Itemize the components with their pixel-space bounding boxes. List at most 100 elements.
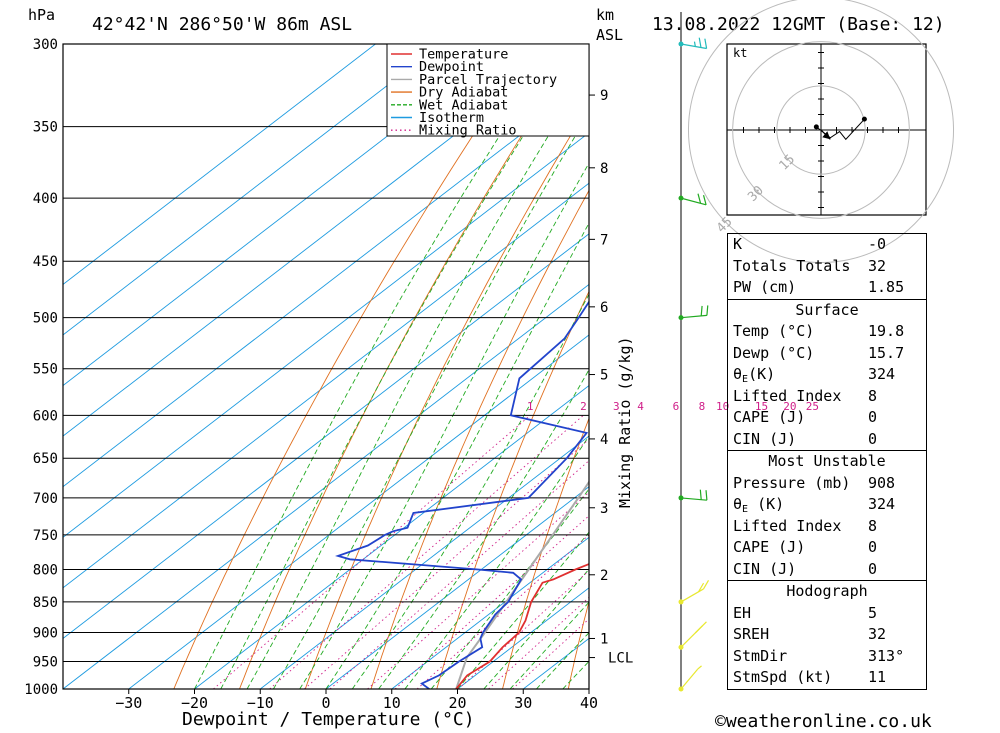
pressure-tick-label: 350 [33,120,58,136]
mixing-ratio-line [416,534,589,689]
asl-unit-label: ASL [596,26,623,44]
mu-cin-row: CIN (J) 0 [728,559,926,581]
wind-barb-staff [680,197,707,206]
indices-table: K -0 Totals Totals 32 PW (cm) 1.85 [727,233,927,300]
mu-cin-value: 0 [868,559,878,578]
surface-dewp-label: Dewp (°C) [733,343,815,362]
eh-value: 5 [868,603,878,622]
wet-adiabat-line [509,601,589,689]
mu-li-label: Lifted Index [733,516,842,535]
surface-temp-value: 19.8 [868,322,905,340]
isotherm-line [63,182,589,589]
mixing-ratio-label: 8 [699,400,706,413]
surface-dewp-row: Dewp (°C) 15.7 [728,343,926,365]
hpa-unit-label: hPa [28,6,55,24]
isotherm-line [63,44,574,437]
mixing-ratio-line [488,596,589,689]
sreh-value: 32 [868,625,887,643]
mixing-ratio-line [394,515,589,689]
isotherm-line [391,536,589,689]
pressure-tick-label: 500 [33,311,58,327]
wet-adiabat-line [457,531,589,689]
dry-adiabat-line [436,290,589,689]
wind-barb-feather [698,37,702,48]
isotherm-line [259,435,589,689]
mixing-ratio-labels: 1 2 3 4 6 8 10 15 20 25 [527,400,819,413]
dry-adiabat-line [502,417,589,689]
surface-li-row: Lifted Index 8 [728,386,926,408]
isotherm-line [63,44,377,285]
mu-theta-unit: (K) [757,495,785,513]
wind-barb-feather [706,305,709,316]
wet-adiabat-line [404,435,589,689]
mu-cape-value: 0 [868,538,878,556]
surface-table: Surface Temp (°C) 19.8 Dewp (°C) 15.7 θE(K… [727,299,927,451]
k-index-label: K [733,235,743,253]
wind-barb-staff [680,43,707,50]
most-unstable-table: Most Unstable Pressure (mb) 908 θE (K) 324… [727,451,927,581]
x-tick-label: 10 [383,694,401,712]
mu-pressure-row: Pressure (mb) 908 [728,473,926,495]
surface-li-value: 8 [868,386,878,405]
mu-cin-label: CIN (J) [733,559,797,578]
mu-theta-row: θE (K) 324 [728,494,926,516]
hodograph-ring [732,41,910,219]
hodograph-unit-label: kt [733,46,747,60]
surface-temp-label: Temp (°C) [733,322,815,340]
eh-row: EH 5 [728,603,926,625]
profiles [335,300,589,689]
stmspd-row: StmSpd (kt) 11 [728,667,926,689]
surface-cin-value: 0 [868,429,878,448]
dry-adiabat-line [370,189,589,689]
wet-adiabat-line [483,568,589,689]
surface-cape-row: CAPE (J) 0 [728,407,926,429]
mixing-ratio-label: 2 [580,400,587,413]
mu-theta-sub: E [742,504,749,515]
surface-li-label: Lifted Index [733,386,842,405]
dry-adiabat-line [304,104,589,689]
surface-theta-row: θE(K) 324 [728,364,926,386]
hodograph-end-dot [861,116,867,122]
pw-row: PW (cm) 1.85 [728,277,926,299]
pressure-tick-label: 300 [33,37,58,53]
surface-cin-row: CIN (J) 0 [728,429,926,451]
stmdir-value: 313° [868,646,905,665]
pressure-tick-label: 400 [33,191,58,207]
isotherm-line [193,384,589,689]
stmspd-value: 11 [868,668,887,686]
wind-barb-feather [697,193,702,204]
surface-theta-sub: E [742,374,749,385]
hodograph-ring [688,0,954,263]
temperature-line [455,563,589,689]
wet-adiabat-line [220,44,583,689]
stats-panel: .tbl { border: 1px solid #000; margin: 0… [727,233,927,690]
x-tick-label: −20 [181,694,208,712]
km-tick-label: 2 [600,568,608,584]
pressure-tick-label: 750 [33,528,58,544]
isotherm-line [325,486,589,689]
pressure-tick-label: 600 [33,408,58,424]
x-tick-label: 0 [321,694,330,712]
sreh-label: SREH [733,625,770,643]
background-lines [63,44,589,689]
surface-theta-unit: (K) [748,365,776,383]
wind-barb-feather [700,305,703,316]
wind-barb-feather [697,665,702,670]
km-tick-label: 3 [600,501,608,517]
km-tick-label: 8 [600,161,608,177]
stmdir-row: StmDir 313° [728,646,926,668]
location-label: 42°42'N 286°50'W 86m ASL [92,14,352,35]
wet-adiabat-line [378,368,589,689]
pressure-tick-label: 700 [33,491,58,507]
wet-adiabat-line [299,162,589,689]
mu-pressure-value: 908 [868,473,896,492]
surface-title: Surface [795,300,859,319]
surface-cape-value: 0 [868,408,878,426]
eh-label: EH [733,603,752,622]
mu-pressure-label: Pressure (mb) [733,473,851,492]
km-tick-label: 6 [600,300,608,316]
wind-barb-feather [699,489,702,500]
datetime-label: 13.08.2022 12GMT (Base: 12) [652,14,945,35]
